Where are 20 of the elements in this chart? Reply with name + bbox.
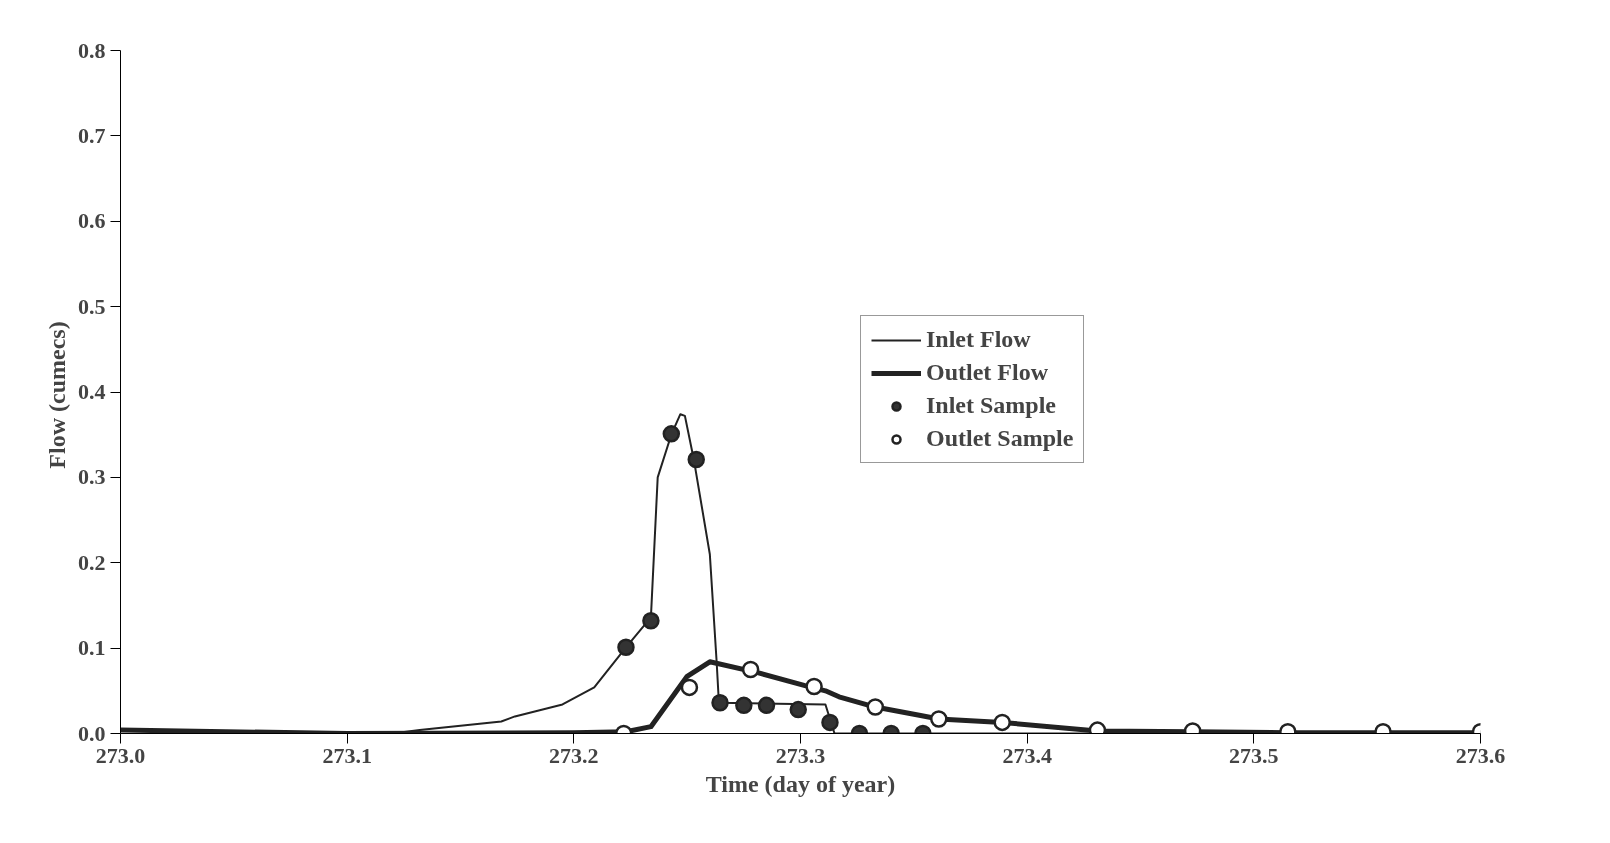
x-tick-label: 273.3 xyxy=(775,742,826,768)
y-tick-label: 0.6 xyxy=(78,208,106,234)
y-tick-label: 0.2 xyxy=(78,549,106,575)
x-tick-label: 273.4 xyxy=(1002,742,1052,768)
legend-label: Inlet Sample xyxy=(926,392,1057,419)
y-tick-label: 0.7 xyxy=(78,122,106,148)
legend-label: Outlet Flow xyxy=(926,359,1048,386)
x-tick-label: 273.6 xyxy=(1455,742,1506,768)
y-tick-label: 0.1 xyxy=(78,635,106,661)
y-axis-title: Flow (cumecs) xyxy=(44,321,70,469)
x-tick-label: 273.5 xyxy=(1229,742,1279,768)
legend-label: Inlet Flow xyxy=(926,326,1031,353)
y-tick-label: 0.3 xyxy=(78,464,106,490)
x-axis-title: Time (day of year) xyxy=(705,770,896,797)
legend-label: Outlet Sample xyxy=(926,425,1074,452)
y-tick-label: 0.4 xyxy=(78,379,106,404)
y-tick-label: 0.8 xyxy=(78,37,106,63)
x-tick-label: 273.1 xyxy=(322,742,372,768)
x-tick-label: 273.2 xyxy=(549,742,599,768)
y-tick-label: 0.5 xyxy=(78,293,106,319)
